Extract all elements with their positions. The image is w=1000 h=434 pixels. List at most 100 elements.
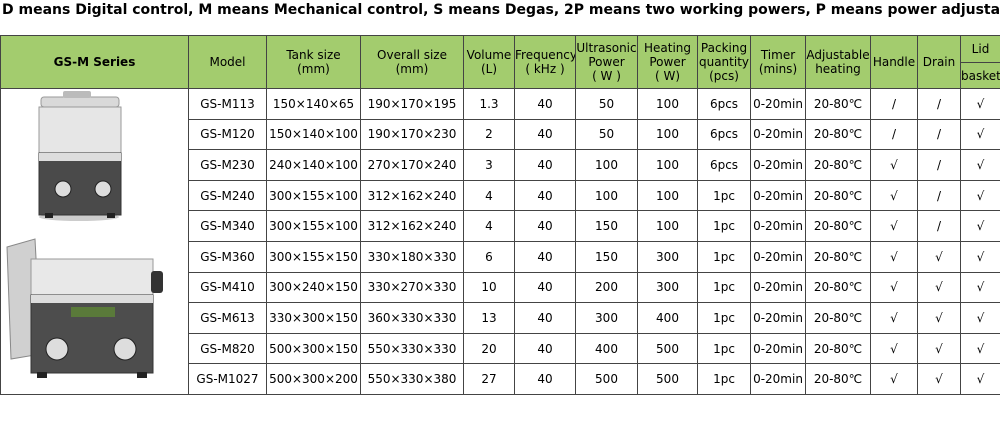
data-row: GS-M1027 500×300×200 550×330×380 27 40 500 500…	[1, 363, 1000, 395]
cell: 1pc	[697, 179, 751, 212]
cell: 0-20min	[750, 210, 806, 242]
header-line: Frequency	[515, 48, 576, 62]
header-line: Overall size	[377, 48, 447, 62]
cell: √	[917, 240, 961, 273]
cell: 6pcs	[697, 149, 751, 181]
cell: 312×162×240	[360, 210, 464, 242]
column-header: Frequency( kHz )	[514, 35, 576, 89]
cell: 6	[463, 240, 515, 273]
header-line: Model	[209, 55, 246, 69]
cell: 40	[514, 210, 576, 242]
cell: 20-80℃	[805, 88, 871, 120]
cell: 312×162×240	[360, 179, 464, 212]
cell: /	[870, 88, 918, 120]
cell: 100	[637, 210, 698, 242]
column-header: Overall size (mm)	[360, 35, 464, 89]
cell: 150	[575, 210, 638, 242]
cell: /	[917, 118, 961, 151]
cell: 40	[514, 332, 576, 365]
cell: √	[960, 88, 1000, 120]
cell: 500	[637, 332, 698, 365]
cell: 400	[575, 332, 638, 365]
cell: 330×270×330	[360, 271, 464, 304]
column-header: Tank size (mm)	[266, 35, 361, 89]
column-header: Handle	[870, 35, 918, 89]
header-line: ( W )	[592, 69, 621, 83]
cell: 500	[575, 363, 638, 395]
cell: 300×155×150	[266, 240, 361, 273]
cell: 190×170×195	[360, 88, 464, 120]
cell: 40	[514, 88, 576, 120]
product-images	[6, 91, 163, 378]
cell: 300×240×150	[266, 271, 361, 304]
cell: /	[917, 210, 961, 242]
cell: GS-M360	[188, 240, 267, 273]
cell: GS-M613	[188, 302, 267, 334]
cell: 50	[575, 88, 638, 120]
cell: 1pc	[697, 363, 751, 395]
cell: 150	[575, 240, 638, 273]
header-line: (pcs)	[709, 69, 739, 83]
column-header: Heating Power( W)	[637, 35, 698, 89]
cell: 50	[575, 118, 638, 151]
data-row: GS-M820 500×300×150 550×330×330 20 40 400 500 1…	[1, 332, 1000, 365]
cell: 300×155×100	[266, 210, 361, 242]
cell: √	[870, 149, 918, 181]
cell: 330×300×150	[266, 302, 361, 334]
header-line: ( kHz )	[525, 62, 565, 76]
header-line: (mm)	[395, 62, 429, 76]
column-header: Model	[188, 35, 267, 89]
cell: 20-80℃	[805, 179, 871, 212]
column-header: Timer (mins)	[750, 35, 806, 89]
cell: 500	[637, 363, 698, 395]
data-row: GS-M120 150×140×100 190×170×230 2 40 50 100 6pc…	[1, 118, 1000, 151]
header-line: ( W)	[654, 69, 681, 83]
cell: √	[960, 302, 1000, 334]
cell: 20	[463, 332, 515, 365]
header-line: Timer	[760, 48, 796, 62]
cell: √	[960, 149, 1000, 181]
cell: √	[960, 118, 1000, 151]
header-line: Packing	[700, 41, 748, 55]
column-header: Drain	[917, 35, 961, 89]
header-row: basket	[1, 62, 1000, 89]
cell: 240×140×100	[266, 149, 361, 181]
cell: √	[870, 302, 918, 334]
header-row: GS-M Series Model Tank size (mm) Overall siz…	[0, 35, 1000, 89]
cell: 2	[463, 118, 515, 151]
cell: 4	[463, 210, 515, 242]
header-line: Volume	[466, 48, 512, 62]
cell: 1pc	[697, 332, 751, 365]
cell: 0-20min	[750, 118, 806, 151]
series-header: GS-M Series	[0, 35, 189, 89]
data-row: GS-M613 330×300×150 360×330×330 13 40 300 400 1…	[1, 302, 1000, 334]
cell: 40	[514, 118, 576, 151]
cell: GS-M340	[188, 210, 267, 242]
cell: 6pcs	[697, 118, 751, 151]
cell: 40	[514, 240, 576, 273]
cell: 270×170×240	[360, 149, 464, 181]
cell: 13	[463, 302, 515, 334]
cell: √	[960, 179, 1000, 212]
cell: 300×155×100	[266, 179, 361, 212]
cell: 20-80℃	[805, 118, 871, 151]
cell: GS-M240	[188, 179, 267, 212]
column-header: basket	[960, 62, 1000, 89]
cell: /	[870, 118, 918, 151]
cell: GS-M113	[188, 88, 267, 120]
cell: 6pcs	[697, 88, 751, 120]
cell: 100	[637, 179, 698, 212]
cell: 0-20min	[750, 302, 806, 334]
cell: 4	[463, 179, 515, 212]
cell: 100	[637, 149, 698, 181]
header-line: Tank size	[286, 48, 341, 62]
cell: 100	[637, 118, 698, 151]
cell: 150×140×65	[266, 88, 361, 120]
data-row: GS-M230 240×140×100 270×170×240 3 40 100 100 6p…	[1, 149, 1000, 181]
header-line: (mm)	[297, 62, 330, 76]
cell: 27	[463, 363, 515, 395]
cell: 40	[514, 302, 576, 334]
cell: √	[917, 302, 961, 334]
cell: 20-80℃	[805, 149, 871, 181]
cell: √	[960, 271, 1000, 304]
